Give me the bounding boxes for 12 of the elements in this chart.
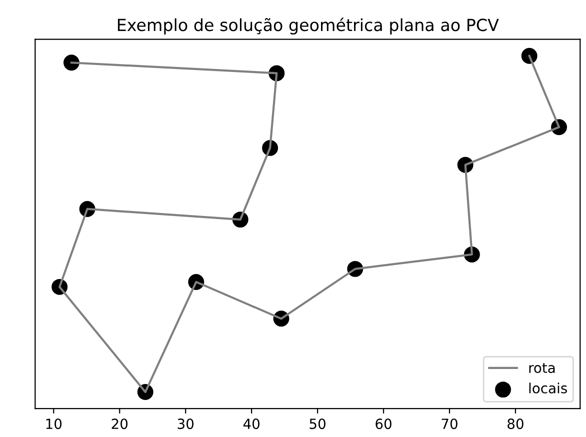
legend-label: rota	[529, 363, 555, 374]
x-tick-label: 70	[442, 418, 458, 430]
x-tick-label: 50	[310, 418, 326, 430]
x-tick-label: 80	[508, 418, 524, 430]
x-tick-label: 60	[376, 418, 392, 430]
chart-title: Exemplo de solução geométrica plana ao PCV	[118, 18, 499, 34]
x-tick-label: 30	[178, 418, 194, 430]
point	[63, 54, 80, 71]
x-tick-label: 10	[46, 418, 62, 430]
x-tick-label: 20	[112, 418, 128, 430]
x-tick-label: 40	[243, 418, 260, 430]
legend-label: locais	[529, 382, 567, 394]
